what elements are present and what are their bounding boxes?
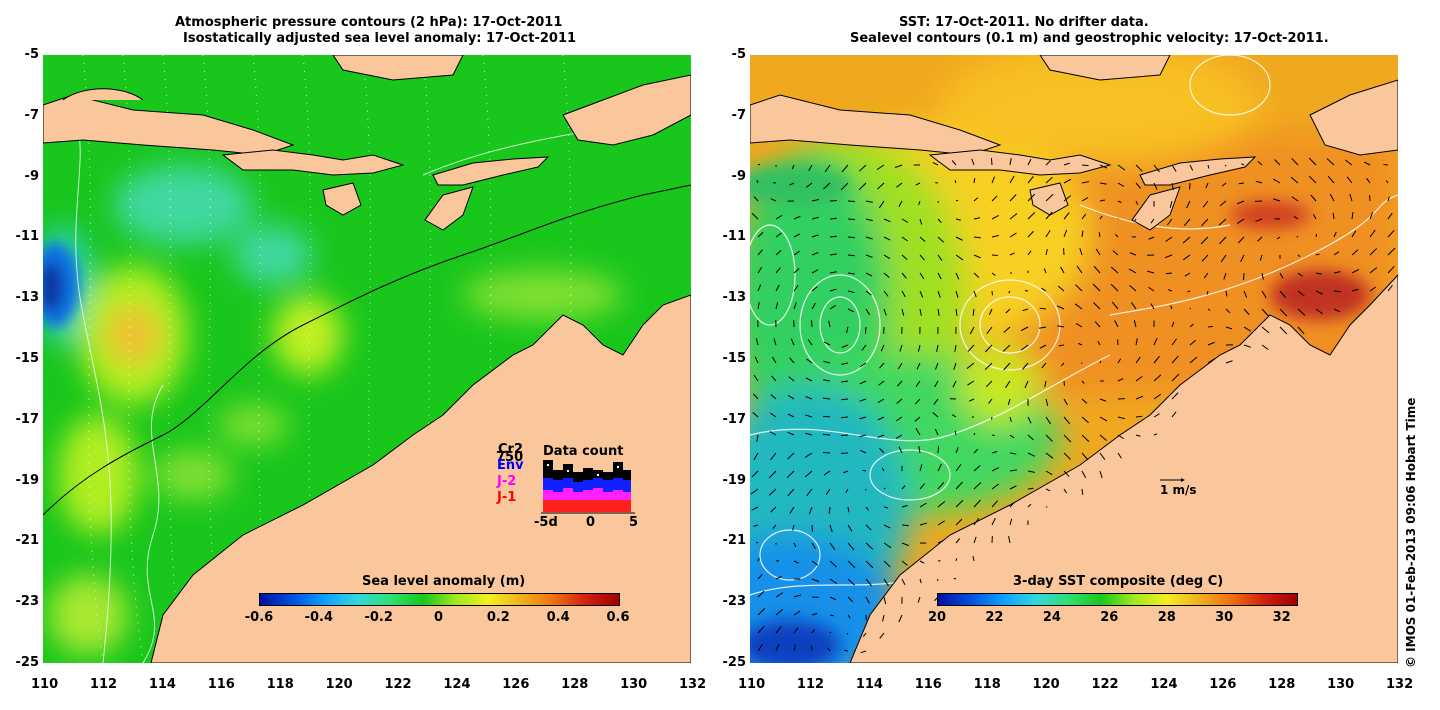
left-lat-tick: -23 (15, 594, 40, 610)
right-lon-tick: 130 (1327, 677, 1355, 692)
left-lon-tick: 122 (384, 677, 412, 692)
left-lon-tick: 118 (266, 677, 294, 692)
indonesian-islands-right (750, 55, 1398, 231)
legend-j2: J-2 (497, 474, 517, 489)
left-lat-tick: -5 (24, 47, 39, 62)
legend-cr2: Cr2 (498, 442, 523, 457)
data-count-axis-label-mid: 0 (586, 515, 596, 530)
right-lat-tick: -23 (722, 594, 747, 610)
right-lon-tick: 122 (1091, 677, 1119, 692)
right-lat-tick: -13 (722, 290, 747, 306)
right-lon-tick: 118 (973, 677, 1001, 692)
left-lat-tick: -19 (15, 472, 40, 488)
right-lat-tick: -15 (722, 351, 747, 366)
right-lat-tick: -19 (722, 472, 747, 488)
left-lat-tick: -21 (15, 533, 40, 549)
left-lon-tick: 130 (620, 677, 648, 692)
right-colorbar-label: 28 (1157, 610, 1176, 625)
right-lon-tick: 126 (1209, 677, 1237, 692)
sst-colorbar (937, 593, 1298, 606)
left-lat-tick: -15 (15, 351, 40, 366)
right-lon-tick: 132 (1386, 677, 1414, 692)
australia-landmass (150, 294, 691, 663)
sea-level-anomaly-map[interactable] (43, 55, 691, 663)
right-colorbar-title: 3-day SST composite (deg C) (1013, 574, 1224, 589)
anomaly-blobs (43, 165, 623, 655)
left-lat-tick: -7 (24, 107, 39, 123)
left-title-line1: Atmospheric pressure contours (2 hPa): 1… (175, 15, 563, 30)
left-lon-tick: 124 (443, 677, 471, 692)
sst-svg (750, 55, 1398, 663)
sea-level-colorbar (259, 593, 620, 606)
right-lon-tick: 112 (796, 677, 825, 692)
australia-landmass-right (849, 274, 1398, 663)
left-colorbar-label: 0.6 (606, 610, 630, 625)
credit-text: © IMOS 01-Feb-2013 09:06 Hobart Time (1404, 397, 1418, 668)
left-lon-tick: 132 (679, 677, 707, 692)
right-colorbar-label: 20 (927, 610, 947, 625)
right-lon-tick: 124 (1150, 677, 1178, 692)
left-colorbar-label: -0.4 (304, 610, 334, 625)
data-count-title: Data count (543, 444, 624, 459)
left-lon-tick: 120 (325, 677, 353, 692)
right-lat-tick: -5 (731, 47, 746, 62)
right-lat-tick: -25 (722, 655, 747, 670)
left-colorbar-label: -0.2 (364, 610, 393, 625)
left-lat-tick: -13 (15, 290, 40, 306)
right-title-line1: SST: 17-Oct-2011. No drifter data. (899, 15, 1149, 30)
right-lon-tick: 114 (855, 677, 883, 692)
right-colorbar-label: 22 (985, 610, 1004, 625)
right-lon-tick: 110 (738, 677, 766, 692)
sea-level-anomaly-svg (43, 55, 691, 663)
left-title-line2: Isostatically adjusted sea level anomaly… (183, 31, 577, 46)
geostrophic-velocity-arrows (750, 157, 1396, 654)
sst-warm-cold-spots (750, 165, 1370, 663)
right-colorbar-label: 32 (1272, 610, 1291, 625)
left-lon-tick: 114 (148, 677, 176, 692)
left-lat-tick: -9 (24, 168, 39, 184)
legend-count-750: 750 (496, 450, 524, 465)
left-lon-tick: 110 (31, 677, 59, 692)
left-colorbar-title: Sea level anomaly (m) (362, 574, 526, 589)
sst-map[interactable] (750, 55, 1398, 663)
left-colorbar-label: -0.6 (244, 610, 274, 625)
legend-j1: J-1 (497, 490, 517, 505)
right-colorbar-label: 26 (1100, 610, 1119, 625)
bathymetry-contour (43, 184, 691, 516)
legend-env: Env (497, 458, 524, 473)
right-lon-tick: 128 (1268, 677, 1296, 692)
left-lat-tick: -11 (15, 229, 40, 245)
left-lat-tick: -17 (15, 411, 40, 427)
left-lon-tick: 112 (89, 677, 118, 692)
left-colorbar-label: 0.4 (546, 610, 570, 625)
data-count-axis-label-end: 5 (629, 515, 639, 530)
right-colorbar-label: 30 (1215, 610, 1234, 625)
data-count-histogram (541, 458, 635, 514)
left-lat-tick: -25 (15, 655, 40, 670)
right-lon-tick: 116 (914, 677, 942, 692)
right-colorbar-label: 24 (1042, 610, 1061, 625)
left-colorbar-label: 0 (433, 610, 444, 625)
right-lat-tick: -7 (731, 107, 746, 123)
right-lat-tick: -17 (722, 411, 747, 427)
left-colorbar-label: 0.2 (486, 610, 510, 625)
indonesian-islands (43, 55, 691, 231)
right-title-line2: Sealevel contours (0.1 m) and geostrophi… (850, 31, 1329, 46)
left-lon-tick: 116 (207, 677, 235, 692)
data-count-axis-label-start: -5d (534, 515, 558, 530)
velocity-scale-label: 1 m/s (1160, 483, 1197, 497)
right-lat-tick: -11 (722, 229, 747, 245)
anomaly-low (43, 243, 79, 327)
right-lat-tick: -9 (731, 168, 746, 184)
right-lat-tick: -21 (722, 533, 747, 549)
left-lon-tick: 128 (561, 677, 589, 692)
left-lon-tick: 126 (502, 677, 530, 692)
right-lon-tick: 120 (1032, 677, 1060, 692)
